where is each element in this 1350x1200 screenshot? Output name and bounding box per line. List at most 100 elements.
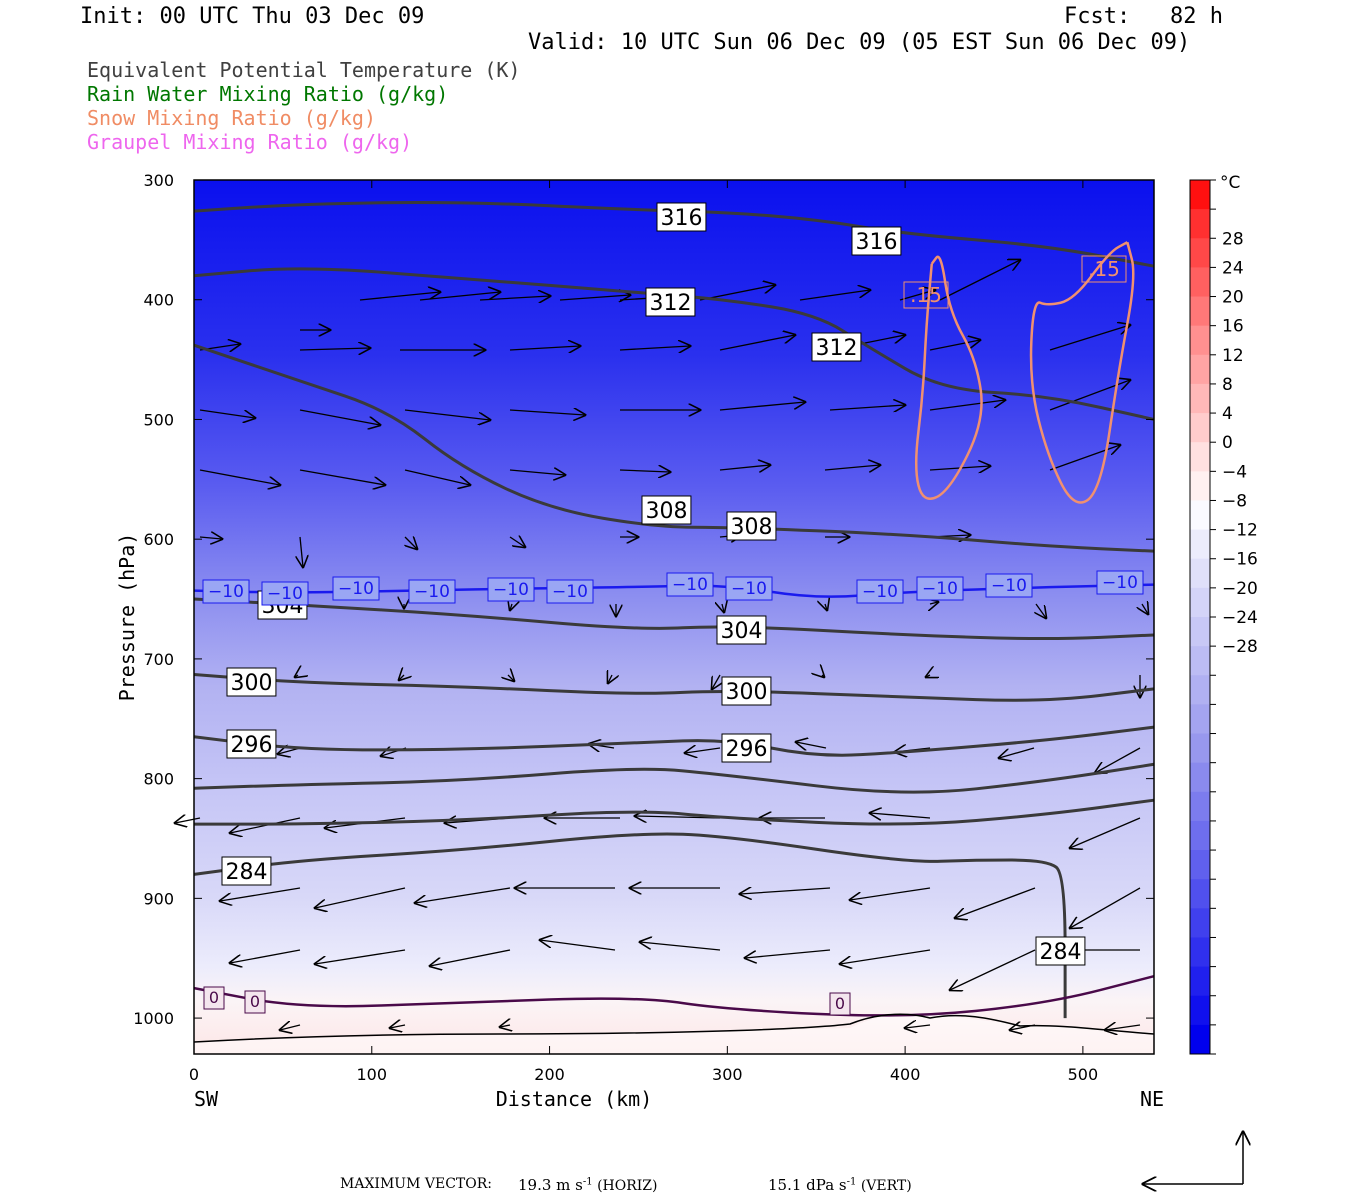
- wind-vector: [405, 537, 417, 549]
- snow-contour: [914, 255, 983, 501]
- wind-vector: [635, 816, 721, 818]
- wind-vector: [509, 537, 525, 547]
- colorbar-swatch: [1190, 267, 1210, 298]
- wind-vector: [509, 470, 565, 475]
- wind-vector: [199, 537, 222, 539]
- wind-vector: [500, 1025, 510, 1027]
- wind-vector: [929, 340, 980, 351]
- theta-e-contour: [193, 725, 1155, 757]
- colorbar-swatch: [1190, 791, 1210, 822]
- x-tick-label: 500: [1068, 1065, 1099, 1084]
- temperature-label-box: [202, 579, 250, 604]
- temperature-label: −10: [731, 579, 767, 599]
- colorbar-tick-label: 12: [1222, 346, 1244, 366]
- theta-e-label-box: [226, 729, 277, 759]
- colorbar-swatch: [1190, 471, 1210, 501]
- wind-vector: [719, 402, 805, 411]
- wind-vector: [1070, 817, 1141, 848]
- y-tick-label: 1000: [133, 1009, 174, 1028]
- temperature-label: −10: [552, 582, 588, 602]
- colorbar-swatch: [1190, 1024, 1210, 1055]
- theta-e-label-box: [851, 226, 902, 256]
- colorbar-swatch: [1190, 529, 1210, 560]
- wind-vector: [685, 748, 721, 753]
- wind-vector: [825, 604, 827, 610]
- wind-vector: [299, 409, 380, 425]
- wind-vector: [745, 949, 831, 958]
- wind-vector: [540, 940, 616, 951]
- temperature-label: −10: [208, 582, 244, 602]
- init-time: Init: 00 UTC Thu 03 Dec 09: [80, 4, 425, 29]
- snow-label: .15: [1088, 257, 1120, 281]
- colorbar-swatch: [1190, 383, 1210, 414]
- colorbar-tick-label: −16: [1222, 550, 1258, 570]
- wind-vector: [740, 888, 831, 894]
- temperature-label-box: [985, 573, 1033, 598]
- wind-vector: [870, 813, 931, 818]
- wind-vector: [799, 290, 870, 301]
- footer-max-vector: MAXIMUM VECTOR:: [340, 1176, 492, 1192]
- wind-vector: [955, 887, 1036, 918]
- wind-vector: [950, 949, 1036, 990]
- theta-e-label: 312: [815, 336, 857, 361]
- colorbar-tick-label: 24: [1222, 258, 1244, 278]
- temperature-label: −10: [862, 582, 898, 602]
- theta-e-label-box: [716, 615, 767, 645]
- wind-vector: [390, 1025, 406, 1028]
- snow-contour: [1029, 241, 1135, 504]
- wind-vector: [1070, 887, 1141, 928]
- wind-vector: [299, 469, 385, 485]
- colorbar-tick-label: 20: [1222, 288, 1244, 308]
- wind-vector: [399, 675, 404, 680]
- theta-e-contour: [193, 762, 1155, 794]
- theta-e-label-box: [656, 202, 707, 232]
- wind-vector: [299, 348, 370, 350]
- terrain-line: [193, 1013, 1155, 1043]
- theta-e-contour: [194, 798, 1155, 826]
- y-tick-label: 800: [143, 770, 174, 789]
- wind-vector: [415, 887, 511, 903]
- freezing-label-box: [244, 990, 266, 1014]
- theta-e-label-box: [641, 495, 692, 525]
- colorbar-tick-label: 4: [1222, 404, 1233, 424]
- footer-vert: 15.1 dPa s-1 (VERT): [768, 1176, 912, 1194]
- wind-vector: [280, 1025, 301, 1030]
- colorbar-swatch: [1190, 617, 1210, 647]
- y-tick-label: 400: [143, 291, 174, 310]
- colorbar-tick-label: 28: [1222, 229, 1244, 249]
- colorbar: °C 28 24 20 16 12 8 4 0 −4 −8 −12 −16 −20 −24 −28: [1189, 173, 1258, 1055]
- x-tick-label: 400: [890, 1065, 921, 1084]
- temperature-label: −10: [493, 580, 529, 600]
- wind-vector: [850, 887, 931, 900]
- wind-vector: [722, 604, 724, 612]
- colorbar-swatch: [1190, 879, 1210, 909]
- colorbar-swatch: [1190, 646, 1210, 676]
- legend-graupel: Graupel Mixing Ratio (g/kg): [87, 130, 413, 154]
- theta-e-label-box: [221, 856, 272, 886]
- colorbar-swatch: [1190, 995, 1210, 1026]
- legend-theta-e: Equivalent Potential Temperature (K): [87, 58, 521, 82]
- wind-vector: [359, 292, 440, 301]
- freezing-label-box: [203, 986, 225, 1010]
- theta-e-label-box: [811, 332, 862, 362]
- wind-vector: [199, 409, 255, 418]
- wind-vector: [619, 346, 690, 350]
- wind-vector: [1142, 604, 1148, 614]
- colorbar-unit: °C: [1220, 173, 1240, 193]
- plot-frame: [193, 179, 1155, 1055]
- theta-e-label: 284: [225, 860, 267, 885]
- temperature-label: −10: [338, 579, 374, 599]
- theta-e-label-box: [226, 667, 277, 697]
- temperature-label-box: [666, 572, 714, 597]
- wind-vector: [404, 469, 470, 485]
- y-axis-title: Pressure (hPa): [115, 533, 139, 702]
- colorbar-swatch: [1190, 850, 1210, 880]
- x-axis-title: Distance (km): [496, 1087, 653, 1111]
- theta-e-contour: [193, 267, 1155, 421]
- temperature-label-box: [546, 579, 594, 604]
- theta-e-label: 296: [725, 737, 767, 762]
- snow-label-box: [1081, 255, 1127, 283]
- wind-vector: [824, 465, 880, 470]
